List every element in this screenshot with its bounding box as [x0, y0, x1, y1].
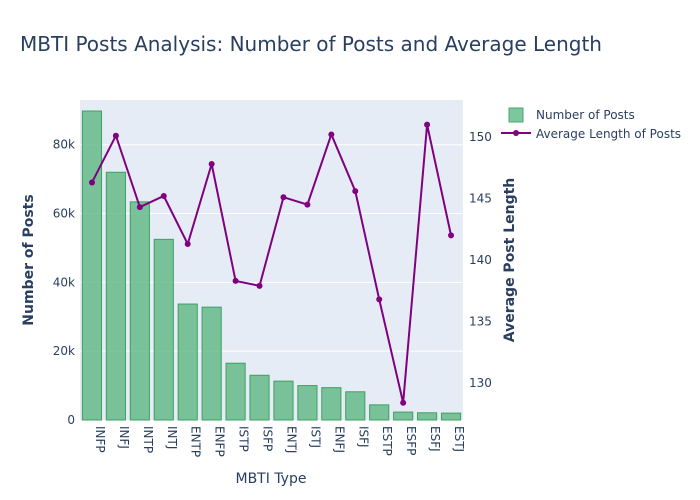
line-point [208, 161, 215, 167]
x-tick-label: ISTJ [308, 426, 322, 448]
bar [297, 385, 318, 421]
line-point [184, 241, 191, 247]
y2-tick-label: 140 [469, 253, 492, 267]
line-point [352, 188, 359, 195]
line-point [160, 193, 167, 199]
line-point [400, 399, 407, 406]
bar [369, 404, 390, 421]
line-point [232, 277, 239, 284]
y-axis-ticks: 0 20k 40k 60k 80k [53, 138, 75, 427]
x-axis-label: MBTI Type [236, 471, 307, 487]
x-tick-label: ISFP [261, 426, 275, 451]
bar [345, 391, 366, 421]
bar [177, 303, 198, 421]
y-tick-label: 60k [53, 207, 75, 221]
bar [417, 412, 438, 421]
x-tick-label: INFP [93, 426, 107, 453]
x-tick-label: ESFP [404, 426, 418, 455]
y2-axis-ticks: 130 135 140 145 150 [469, 130, 492, 390]
y2-tick-label: 135 [469, 315, 492, 329]
line-series [88, 121, 455, 406]
bar [273, 380, 294, 421]
line-point [424, 121, 431, 128]
bar-series [81, 110, 462, 421]
bar [81, 110, 103, 421]
y2-tick-label: 130 [469, 376, 492, 390]
bar [105, 171, 126, 421]
x-tick-label: ISFJ [356, 426, 370, 448]
line-point [136, 204, 143, 211]
x-tick-label: ESTP [380, 426, 394, 456]
line-point [448, 232, 455, 239]
x-tick-label: ENFP [213, 426, 227, 457]
bar [153, 238, 174, 421]
bar [129, 201, 150, 421]
y-tick-label: 40k [53, 275, 75, 289]
line-point [112, 132, 119, 139]
x-tick-label: ENFJ [332, 426, 346, 453]
legend-label-bars: Number of Posts [536, 108, 635, 122]
legend-item-line[interactable]: Average Length of Posts [501, 127, 681, 141]
line-point [376, 296, 383, 303]
y2-tick-label: 150 [469, 130, 492, 144]
chart-title: MBTI Posts Analysis: Number of Posts and… [20, 32, 602, 56]
x-tick-label: INTP [141, 426, 155, 453]
legend[interactable]: Number of Posts Average Length of Posts [501, 107, 681, 141]
bar [249, 374, 270, 421]
x-tick-label: ESFJ [428, 426, 442, 452]
x-tick-label: ESTJ [452, 426, 466, 452]
legend-bar-swatch [508, 107, 524, 123]
bar [321, 387, 342, 421]
bar [225, 362, 246, 421]
line-point [328, 131, 335, 138]
y-tick-label: 0 [67, 413, 75, 427]
legend-label-line: Average Length of Posts [536, 127, 681, 141]
x-tick-label: ISTP [237, 426, 251, 452]
bar [440, 412, 462, 421]
bar [393, 411, 414, 421]
line-point [88, 179, 95, 186]
y-tick-label: 80k [53, 138, 75, 152]
y2-tick-label: 145 [469, 191, 492, 205]
series-line [91, 124, 453, 403]
x-tick-label: INTJ [165, 426, 179, 449]
x-tick-label: ENTJ [284, 426, 298, 453]
line-point [304, 201, 311, 208]
bar [201, 306, 222, 421]
legend-item-bars[interactable]: Number of Posts [508, 107, 635, 123]
y-axis-label: Number of Posts [21, 194, 37, 325]
x-tick-label: INFJ [117, 426, 131, 449]
y-tick-label: 20k [53, 344, 75, 358]
legend-line-marker [513, 130, 519, 136]
y2-axis-label: Average Post Length [502, 178, 518, 343]
x-tick-label: ENTP [189, 426, 203, 457]
line-point [280, 194, 287, 201]
x-axis-ticks: INFP INFJ INTP INTJ ENTP ENFP ISTP ISFP ENTJ ISTJ… [93, 426, 466, 457]
line-point [256, 282, 263, 289]
